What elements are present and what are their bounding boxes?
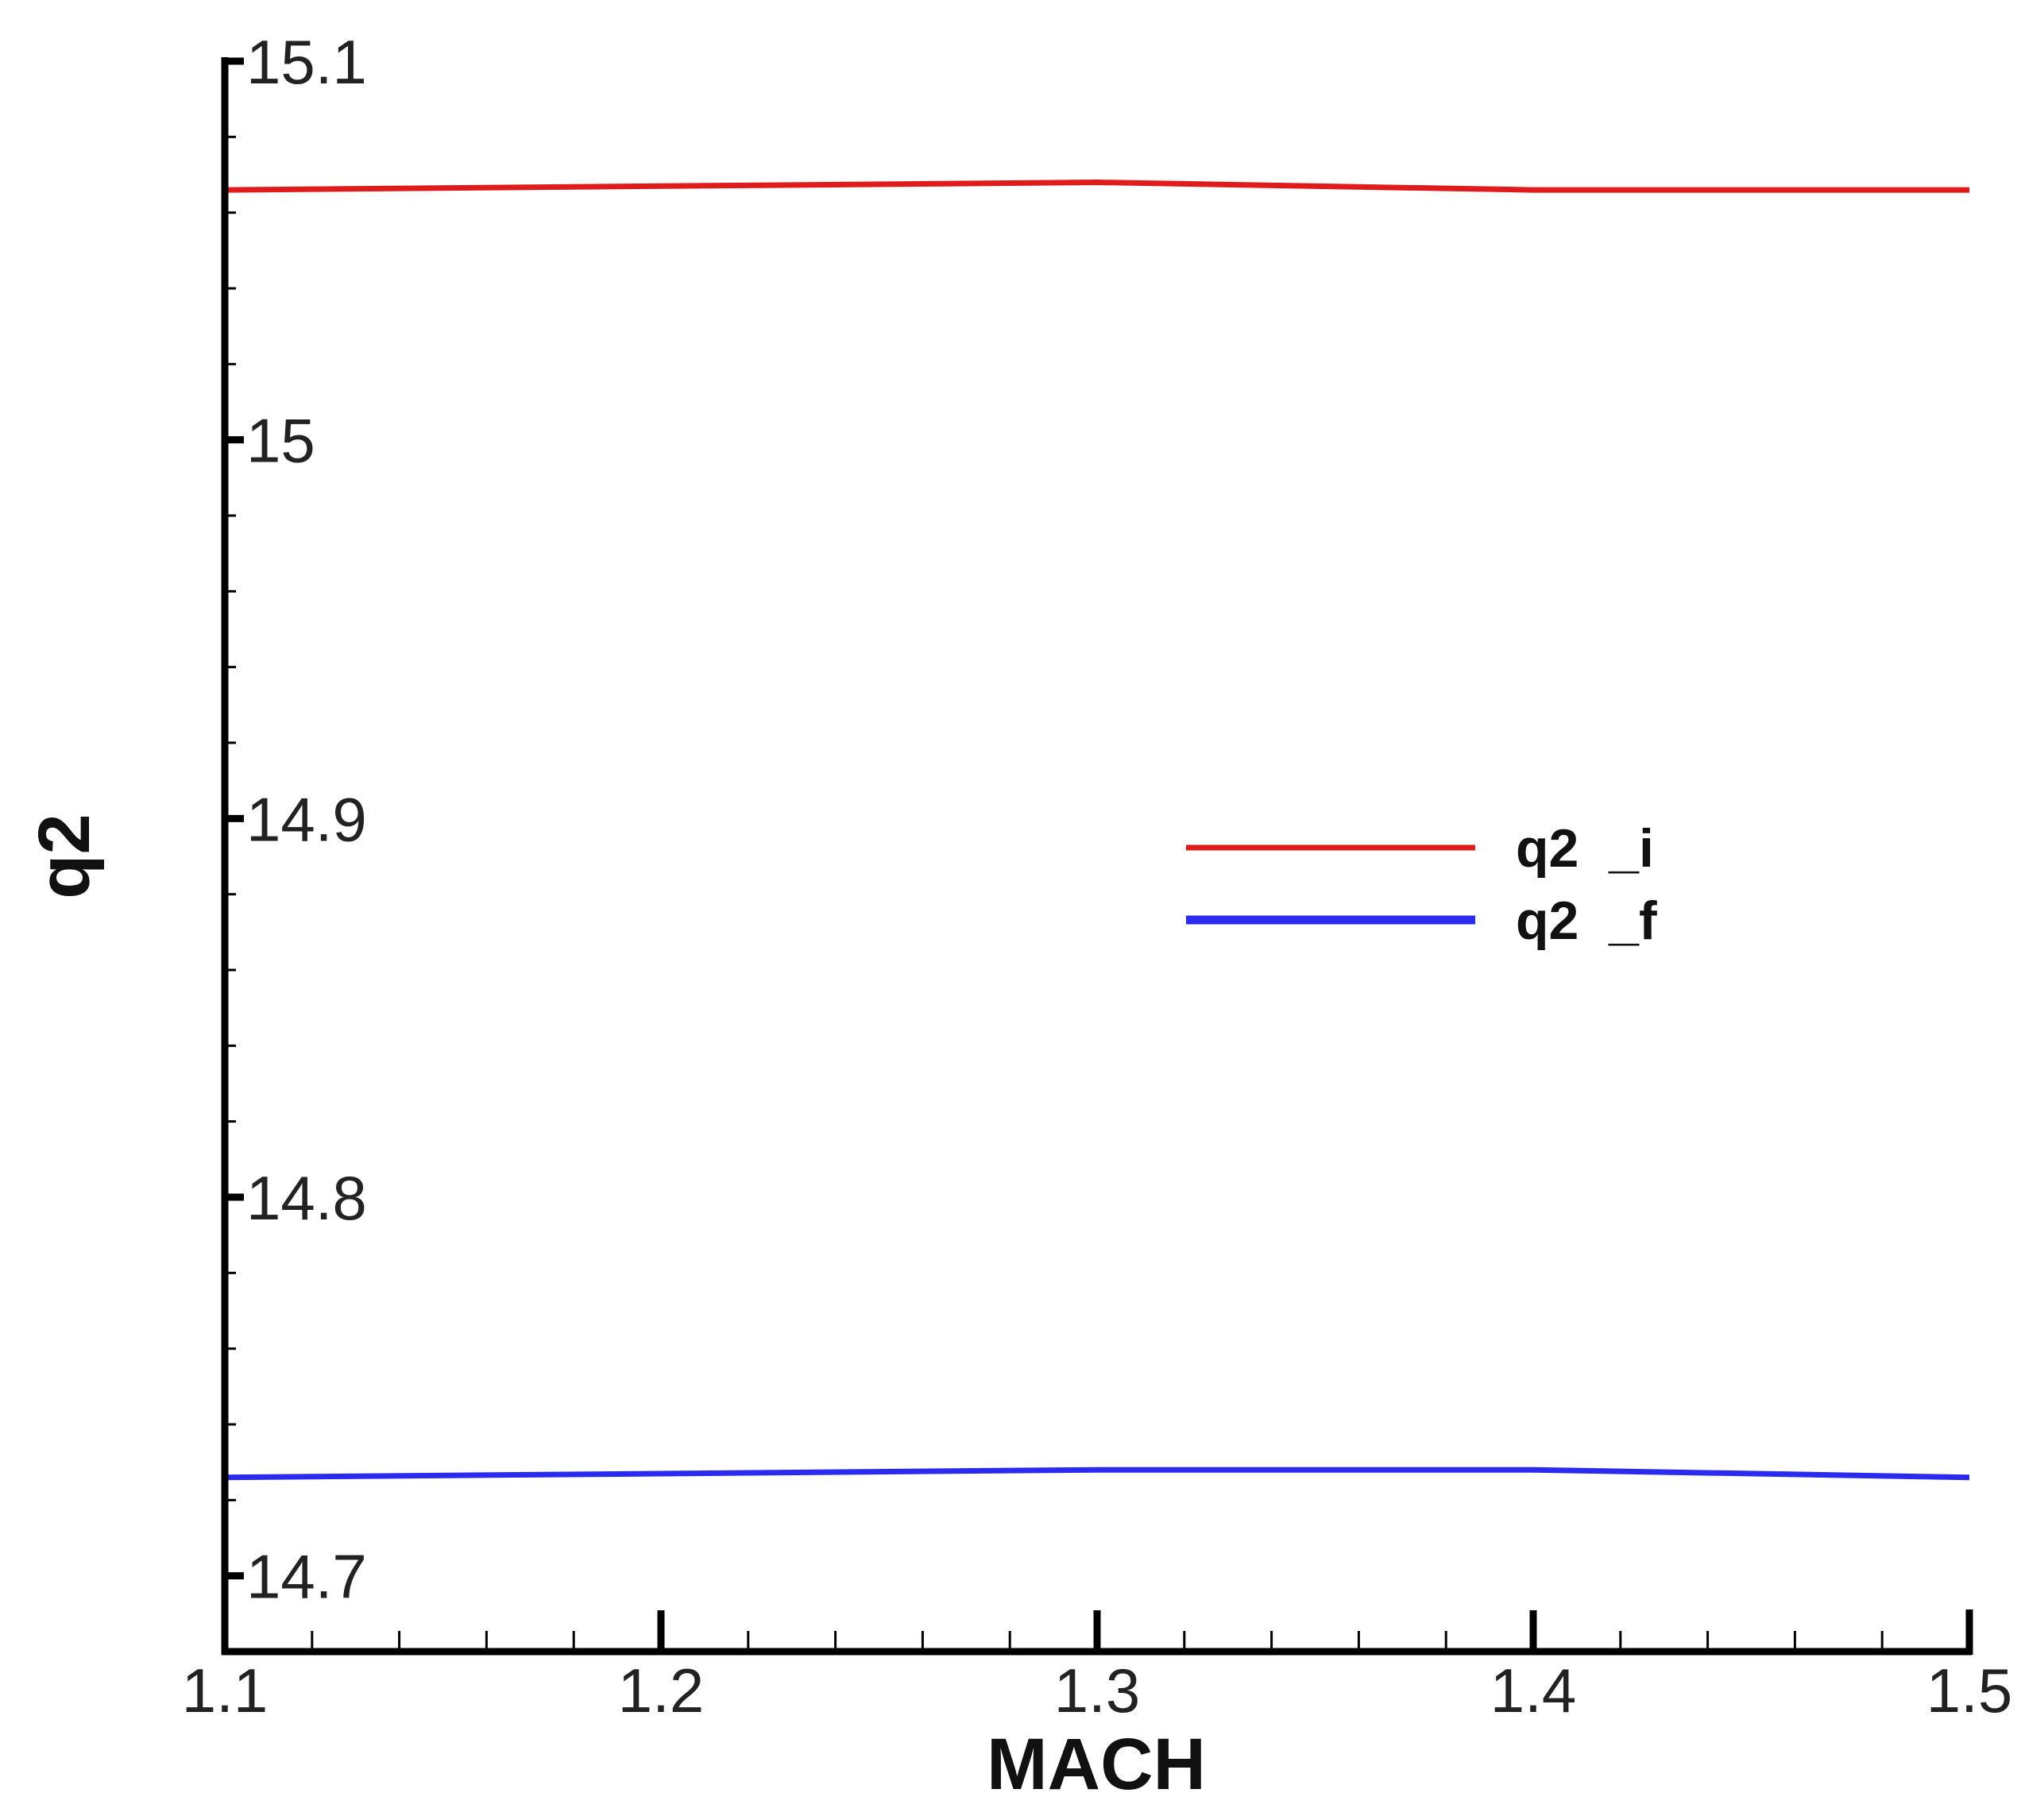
series-line-q2-f xyxy=(224,1466,1970,1481)
ticks-layer xyxy=(221,57,1973,1652)
x-tick-label: 1.4 xyxy=(1490,1656,1576,1725)
y-tick-label: 15 xyxy=(246,406,315,476)
axes-layer xyxy=(221,57,1973,1656)
legend: q2 _i q2 _f xyxy=(1186,818,1657,951)
x-tick-label: 1.5 xyxy=(1926,1656,2012,1725)
x-axis-title: MACH xyxy=(987,1724,1206,1805)
legend-label: q2 _i xyxy=(1516,818,1654,879)
y-tick-label: 14.9 xyxy=(246,784,367,854)
y-tick-label: 15.1 xyxy=(246,27,367,97)
labels-layer: 1.1 1.2 1.3 1.4 1.5 14.7 14.8 14.9 15 15.1 xyxy=(182,27,2012,1725)
x-tick-label: 1.1 xyxy=(182,1656,268,1725)
series-line-q2-i xyxy=(224,180,1969,193)
x-tick-label: 1.3 xyxy=(1054,1656,1140,1725)
series-layer xyxy=(224,180,1970,1481)
x-tick-label: 1.2 xyxy=(618,1656,704,1725)
y-axis-title: q2 xyxy=(24,813,105,898)
legend-label: q2 _f xyxy=(1516,891,1657,951)
y-tick-label: 14.8 xyxy=(246,1163,367,1233)
y-tick-label: 14.7 xyxy=(246,1542,367,1612)
